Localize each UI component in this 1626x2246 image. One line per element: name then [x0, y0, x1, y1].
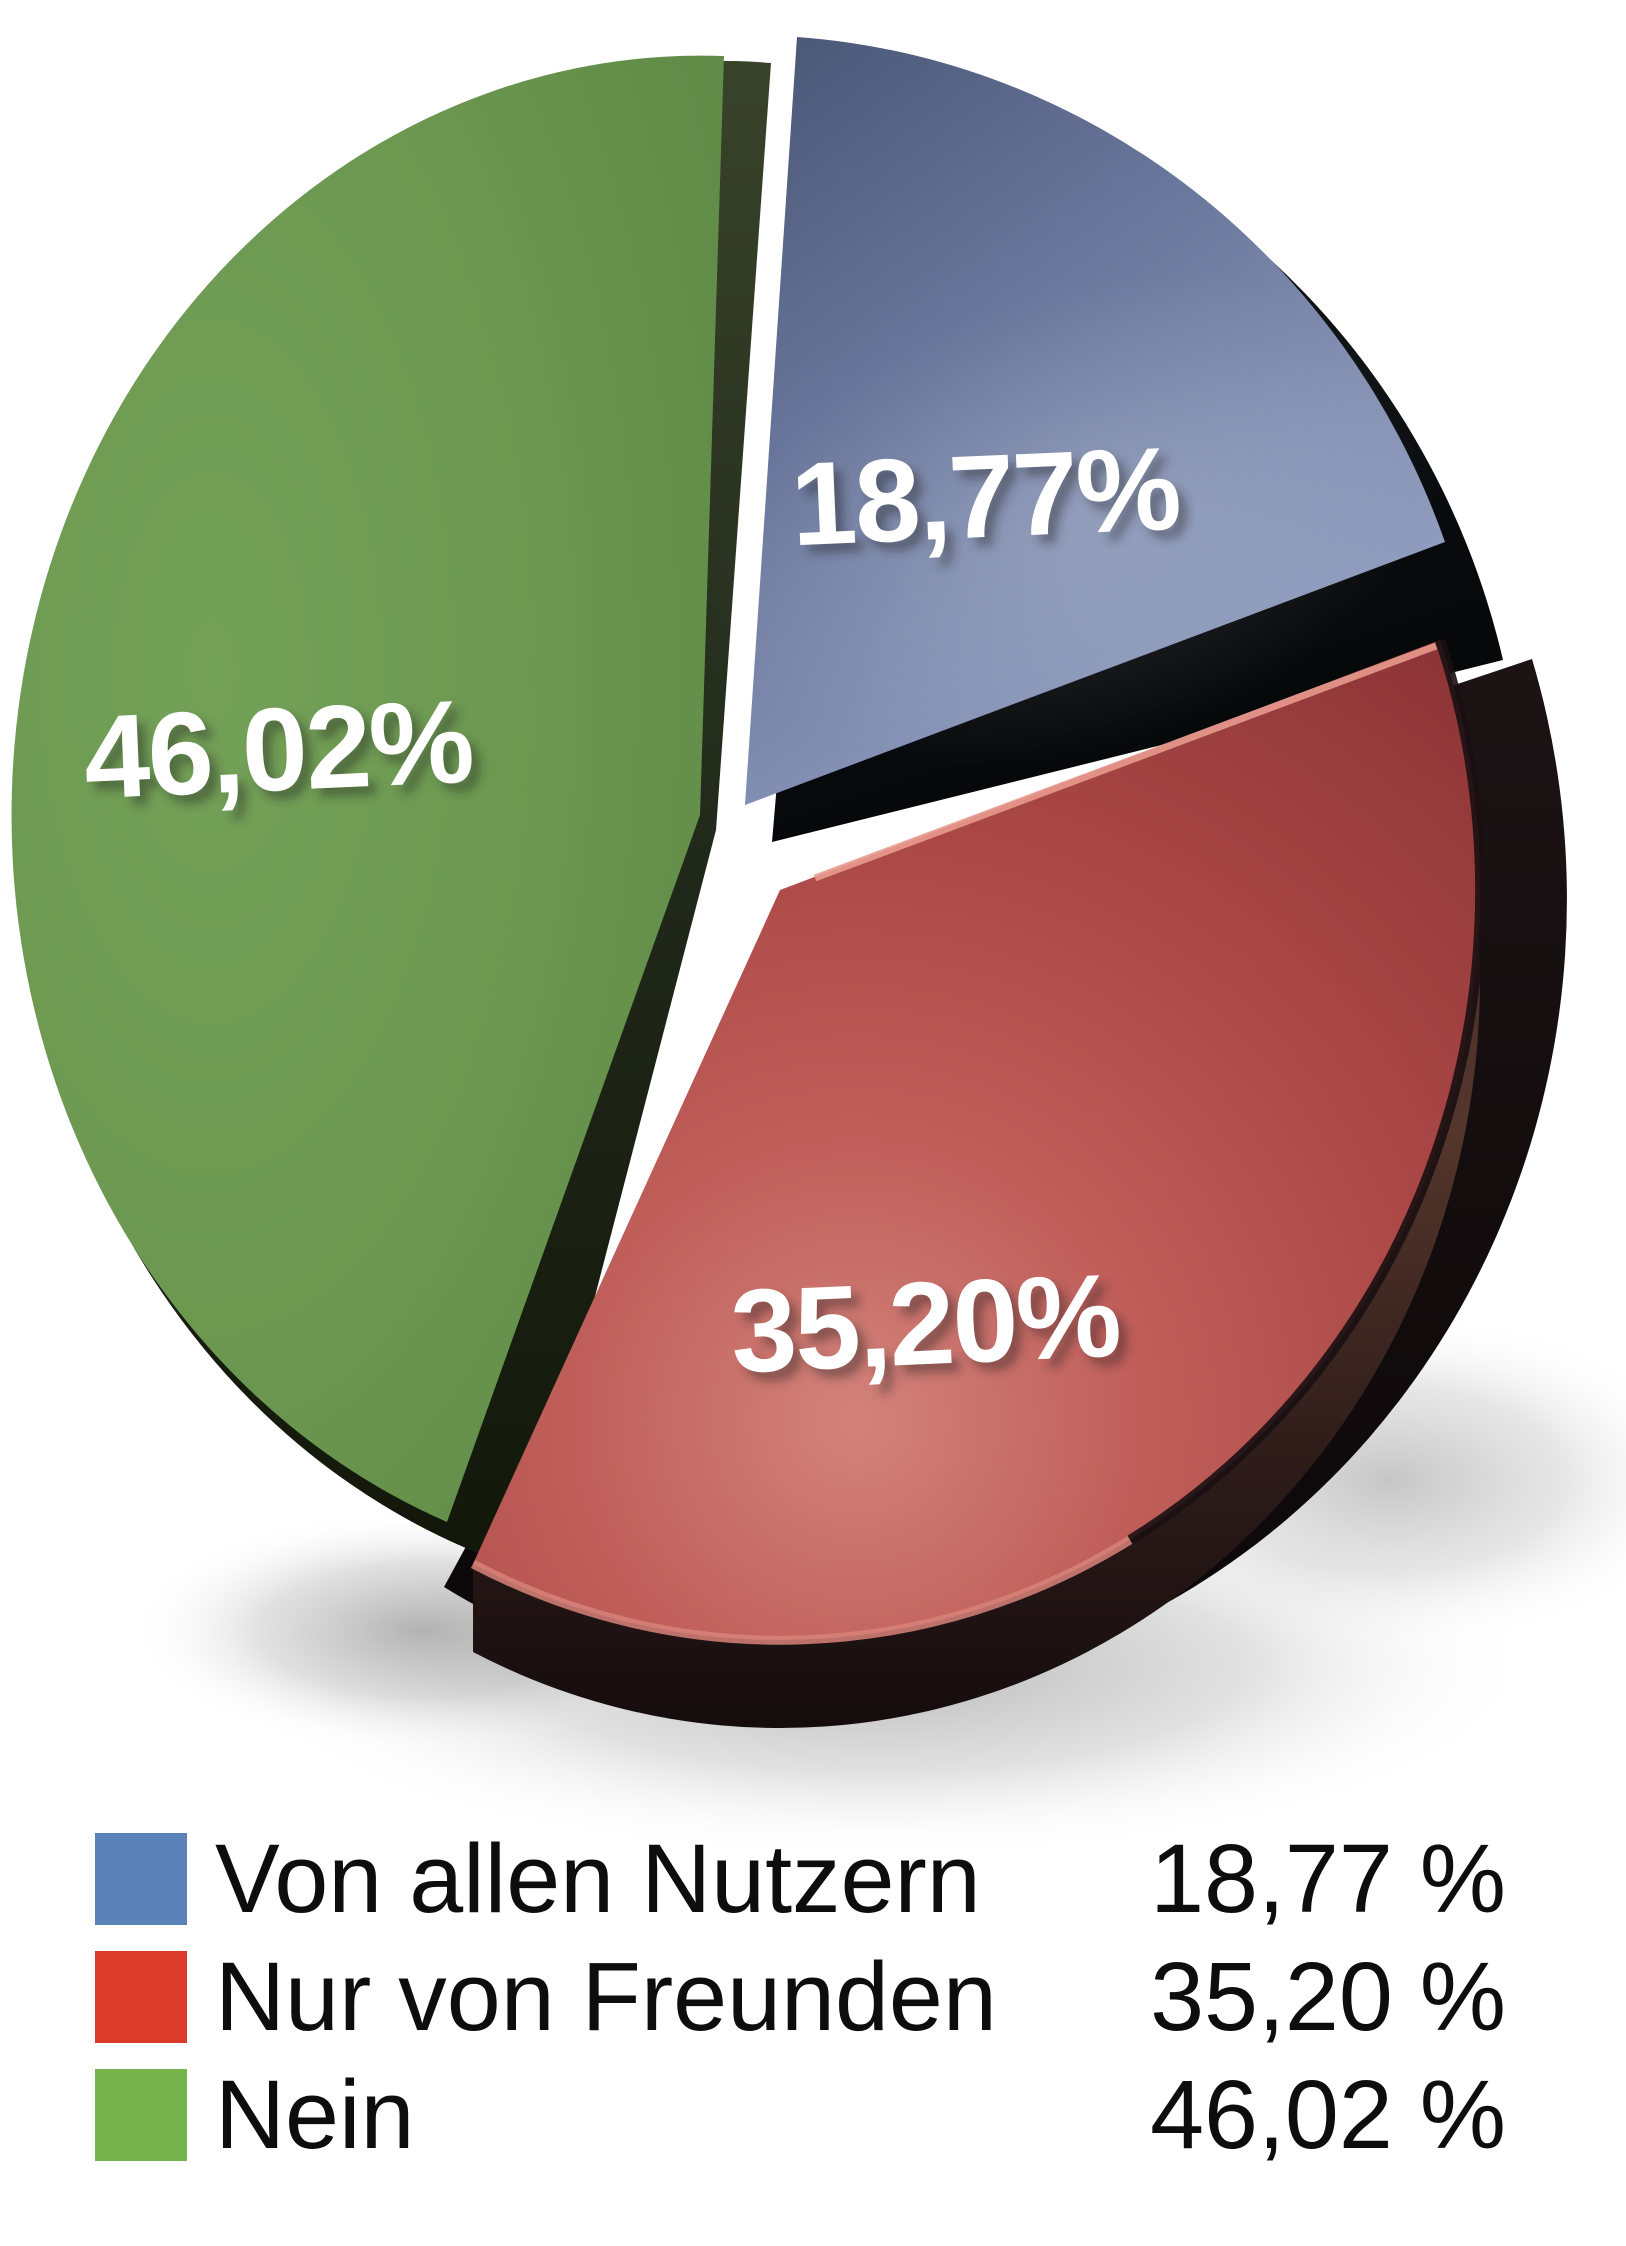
- legend-value-green: 46,02 %: [1150, 2060, 1506, 2169]
- legend-row-red: Nur von Freunden 35,20 %: [95, 1942, 1506, 2051]
- pie-slice-red-rim-highlight: [470, 1536, 1133, 1645]
- legend-label-blue: Von allen Nutzern: [215, 1824, 981, 1933]
- legend-label-red: Nur von Freunden: [215, 1942, 997, 2051]
- slice-label-green: 46,02%: [81, 676, 475, 825]
- pie-slice-blue: [711, 37, 1503, 842]
- legend-swatch-red: [95, 1951, 187, 2043]
- pie-slice-red-side-wall: [473, 640, 1481, 1728]
- pie-slice-green: [11, 55, 772, 1570]
- pie-slice-blue-sheen: [711, 271, 1449, 769]
- slice-label-red-shadow: 35,20%: [737, 1258, 1131, 1407]
- slice-label-green-shadow: 46,02%: [90, 684, 484, 833]
- slice-labels: 18,77% 18,77% 46,02% 46,02% 35,20% 35,20…: [81, 423, 1191, 1407]
- legend-row-green: Nein 46,02 %: [95, 2060, 1506, 2169]
- slice-label-blue: 18,77%: [788, 423, 1182, 572]
- legend-swatch-green: [95, 2069, 187, 2161]
- legend-value-red: 35,20 %: [1150, 1942, 1506, 2051]
- legend-value-blue: 18,77 %: [1150, 1824, 1506, 1933]
- pie-slice-red-rim-dark: [1127, 638, 1486, 1545]
- legend: Von allen Nutzern 18,77 % Nur von Freund…: [95, 1824, 1506, 2169]
- pie-slice-red-top: [473, 640, 1481, 1640]
- slice-label-red: 35,20%: [728, 1250, 1122, 1399]
- legend-swatch-blue: [95, 1833, 187, 1925]
- pie-slice-red-edge-highlight: [813, 642, 1438, 882]
- pie-slice-green-top: [11, 55, 724, 1522]
- pie-slice-red-face-group: [470, 638, 1486, 1645]
- legend-label-green: Nein: [215, 2060, 415, 2169]
- legend-row-blue: Von allen Nutzern 18,77 %: [95, 1824, 1506, 1933]
- slice-label-blue-shadow: 18,77%: [797, 431, 1191, 580]
